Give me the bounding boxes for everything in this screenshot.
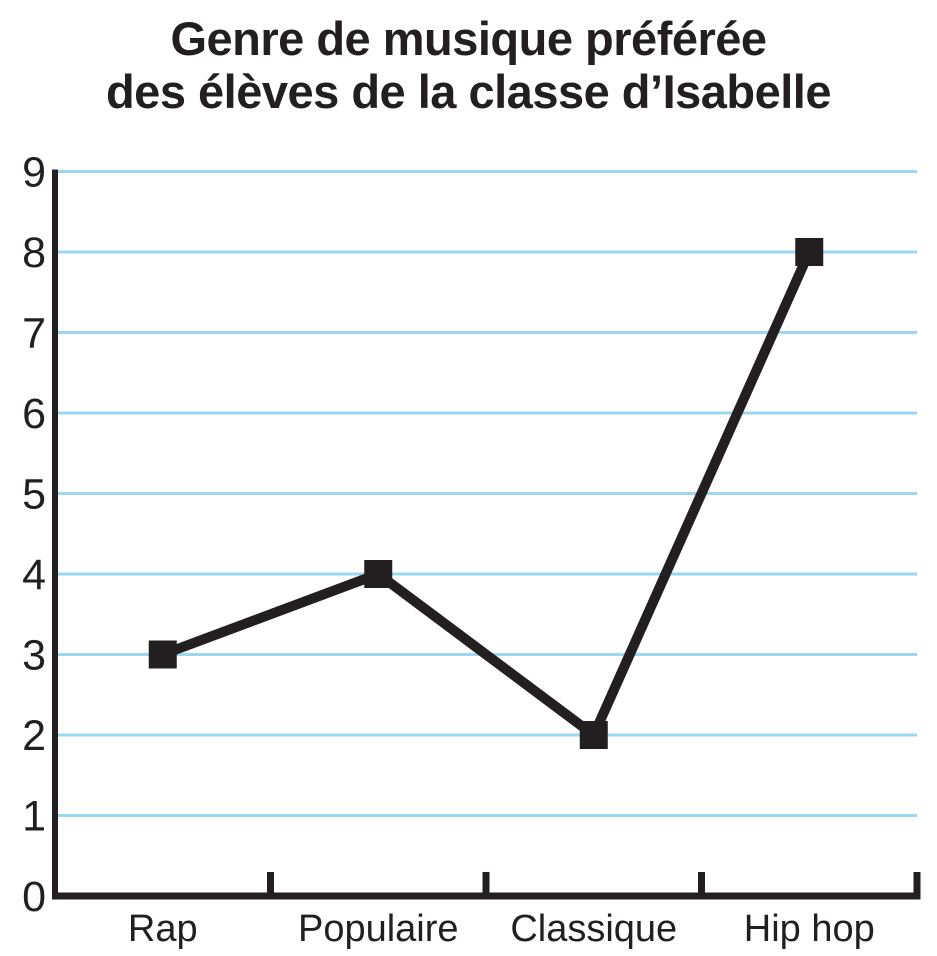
- chart-title-line1: Genre de musique préférée: [170, 12, 767, 65]
- y-tick-label-7: 7: [22, 310, 46, 358]
- y-tick-label-8: 8: [22, 229, 46, 277]
- y-tick-label-2: 2: [22, 712, 46, 760]
- x-category-label-hip-hop: Hip hop: [744, 908, 875, 950]
- data-point-rap: [148, 640, 177, 669]
- chart-title-line2: des élèves de la classe d’Isabelle: [105, 65, 832, 118]
- y-tick-label-3: 3: [22, 632, 46, 680]
- y-tick-label-4: 4: [22, 551, 46, 599]
- x-category-label-classique: Classique: [510, 908, 677, 950]
- data-line: [161, 249, 814, 743]
- y-tick-label-6: 6: [22, 390, 46, 438]
- y-tick-label-5: 5: [22, 471, 46, 519]
- data-point-classique: [579, 721, 608, 749]
- x-category-label-populaire: Populaire: [298, 908, 459, 950]
- chart-title: Genre de musique préférée des élèves de …: [0, 12, 937, 118]
- y-tick-label-1: 1: [22, 793, 46, 841]
- x-category-label-rap: Rap: [128, 908, 198, 950]
- y-tick-label-9: 9: [22, 149, 46, 197]
- data-point-populaire: [364, 560, 393, 588]
- y-tick-label-0: 0: [22, 873, 46, 921]
- data-point-hip-hop: [795, 238, 824, 266]
